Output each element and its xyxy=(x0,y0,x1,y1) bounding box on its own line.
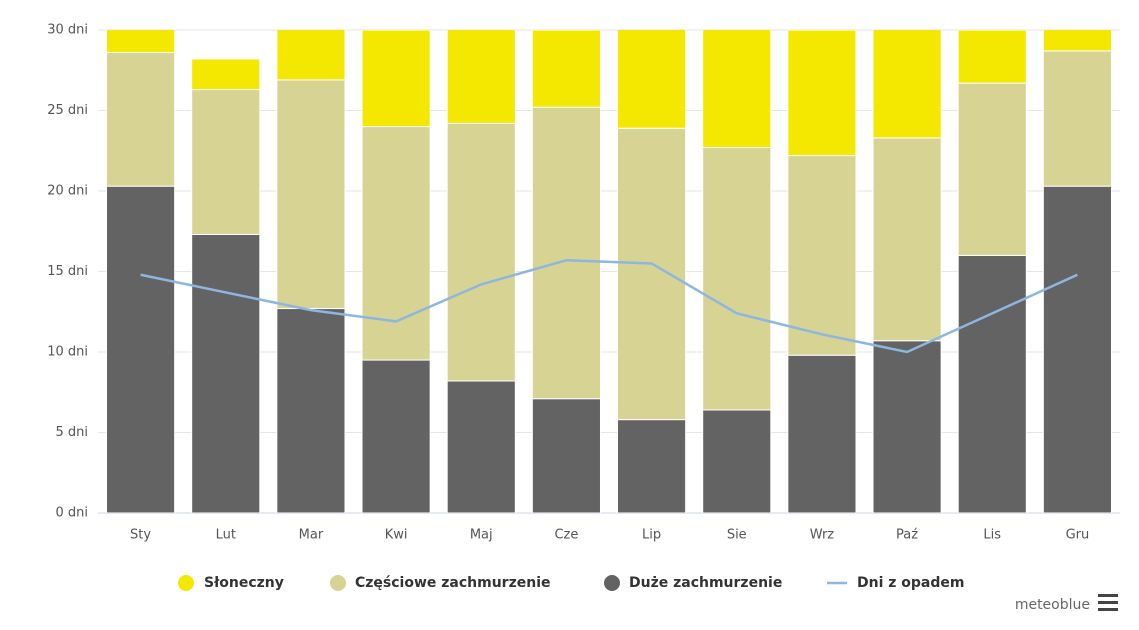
bar-segment xyxy=(1042,30,1112,52)
bar-segment xyxy=(787,30,857,157)
legend-label: Słoneczny xyxy=(204,575,284,591)
y-tick-label: 15 dni xyxy=(47,264,88,279)
legend-item[interactable]: Duże zachmurzenie xyxy=(604,575,782,591)
legend-label: Dni z opadem xyxy=(857,575,964,591)
y-tick-label: 20 dni xyxy=(47,184,88,199)
bar-segment xyxy=(276,30,346,81)
bar-segment xyxy=(191,233,261,513)
bar-segment xyxy=(702,409,772,513)
bar-segment xyxy=(446,122,516,382)
bar-segment xyxy=(617,127,687,421)
x-tick-label: Cze xyxy=(554,528,578,543)
legend-item[interactable]: Częściowe zachmurzenie xyxy=(330,575,551,591)
x-tick-label: Paź xyxy=(896,528,918,543)
bar-segment xyxy=(191,89,261,235)
legend-label: Częściowe zachmurzenie xyxy=(355,575,551,591)
bar-segment xyxy=(276,308,346,513)
bar-segment xyxy=(617,30,687,129)
y-tick-label: 10 dni xyxy=(47,345,88,360)
bar-segment xyxy=(361,359,431,513)
bar-segment xyxy=(531,30,601,108)
bar-segment xyxy=(531,398,601,513)
bar-segment xyxy=(617,419,687,513)
legend-marker xyxy=(178,575,194,591)
credit: meteoblue xyxy=(1015,597,1090,613)
x-tick-label: Wrz xyxy=(810,528,835,543)
bar-segment xyxy=(106,30,176,54)
bar-segment xyxy=(702,30,772,149)
bar-segment xyxy=(191,58,261,91)
x-tick-label: Kwi xyxy=(385,528,408,543)
menu-button[interactable] xyxy=(1098,594,1118,611)
x-tick-label: Gru xyxy=(1066,528,1090,543)
bar-segment xyxy=(1042,50,1112,187)
legend-item[interactable]: Słoneczny xyxy=(178,575,284,591)
bar-segment xyxy=(361,30,431,128)
x-tick-label: Maj xyxy=(470,528,493,543)
line xyxy=(140,258,1078,354)
bar-segment xyxy=(872,340,942,513)
bar-segment xyxy=(106,185,176,513)
legend-label: Duże zachmurzenie xyxy=(629,575,782,591)
bar-segment xyxy=(787,354,857,513)
bar-segment xyxy=(957,254,1027,513)
bar-segment xyxy=(787,155,857,356)
y-tick-label: 0 dni xyxy=(55,506,88,521)
bar-segment xyxy=(702,147,772,411)
bar-segment xyxy=(872,30,942,139)
x-tick-label: Lut xyxy=(216,528,236,543)
bar-segment xyxy=(1042,185,1112,513)
y-tick-label: 25 dni xyxy=(47,103,88,118)
bar-segment xyxy=(957,30,1027,84)
bar-segment xyxy=(531,106,601,400)
x-tick-label: Mar xyxy=(299,528,324,543)
x-tick-label: Sie xyxy=(727,528,747,543)
bar-segment xyxy=(446,380,516,513)
bar-segment xyxy=(446,30,516,124)
bar-segment xyxy=(106,52,176,187)
legend-marker xyxy=(330,575,346,591)
bar-segment xyxy=(872,137,942,342)
y-tick-label: 30 dni xyxy=(47,23,88,38)
bar-segment xyxy=(361,126,431,361)
legend-marker xyxy=(604,575,620,591)
x-tick-label: Sty xyxy=(130,528,151,543)
x-tick-label: Lip xyxy=(642,528,661,543)
x-tick-label: Lis xyxy=(983,528,1001,543)
legend-item[interactable]: Dni z opadem xyxy=(827,575,964,591)
bar-segment xyxy=(957,82,1027,256)
y-tick-label: 5 dni xyxy=(55,425,88,440)
bar-segment xyxy=(276,79,346,310)
